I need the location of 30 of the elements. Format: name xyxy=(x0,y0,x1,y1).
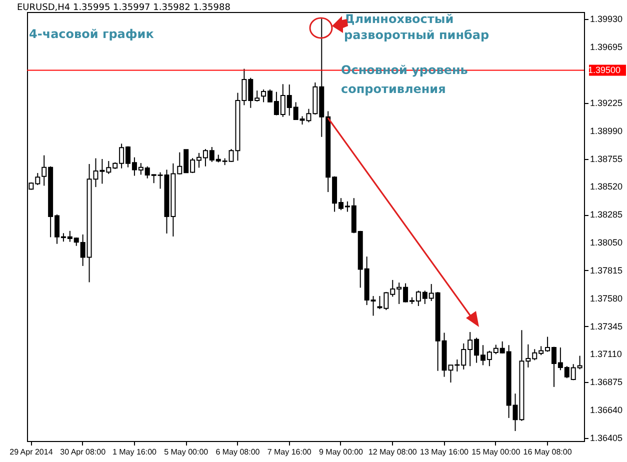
y-tick-label: 1.37580 xyxy=(590,293,623,304)
x-tick-label: 13 May 16:00 xyxy=(420,448,470,456)
y-tick-label: 1.38050 xyxy=(590,238,623,248)
x-tick-label: 15 May 00:00 xyxy=(472,448,521,456)
y-tick-label: 1.39225 xyxy=(590,98,623,108)
y-tick-label: 1.37815 xyxy=(590,265,623,276)
y-tick-label: 1.37345 xyxy=(590,321,623,332)
annotation: Длиннохвостый разворотный пинбар xyxy=(344,12,490,42)
y-tick-label: 1.38755 xyxy=(590,154,623,164)
x-tick-label: 16 May 08:00 xyxy=(523,448,572,456)
y-tick-label: 1.39695 xyxy=(590,42,623,52)
x-tick-label: 29 Apr 2014 xyxy=(10,448,54,456)
x-tick-label: 12 May 08:00 xyxy=(368,448,418,456)
x-tick-label: 30 Apr 08:00 xyxy=(60,448,106,456)
y-tick-label: 1.36640 xyxy=(590,405,623,416)
x-tick-label: 5 May 00:00 xyxy=(164,448,209,456)
x-tick-label: 9 May 00:00 xyxy=(318,448,364,456)
y-tick-label: 1.38520 xyxy=(590,182,623,192)
chart-title: EURUSD,H4 1.35995 1.35997 1.35982 1.35988 xyxy=(17,3,231,13)
y-tick-label: 1.38990 xyxy=(590,126,623,136)
x-tick-label: 7 May 16:00 xyxy=(267,448,312,456)
y-tick-label: 1.37110 xyxy=(590,349,622,360)
text: 4-часовой график xyxy=(29,27,154,41)
y-tick-label: 1.39930 xyxy=(590,14,623,24)
y-tick-label: 1.36875 xyxy=(590,377,623,388)
y-tick-label: 1.36405 xyxy=(590,433,623,444)
ref-line-label: 1.39500 xyxy=(588,65,621,76)
y-tick-label: 1.38285 xyxy=(590,210,623,220)
x-tick-label: 1 May 16:00 xyxy=(112,448,158,456)
x-tick-label: 6 May 08:00 xyxy=(216,448,260,456)
